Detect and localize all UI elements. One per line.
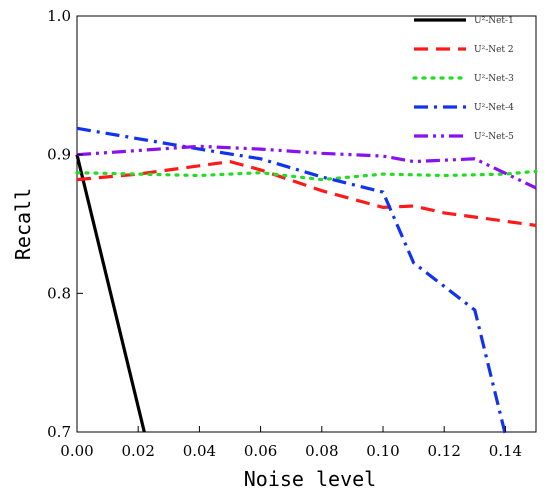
x-tick-label: 0.12 bbox=[427, 442, 460, 460]
plot-area bbox=[76, 15, 537, 433]
series-line-2 bbox=[76, 159, 537, 227]
series-line-1 bbox=[75, 154, 146, 433]
x-tick-label: 0.00 bbox=[60, 442, 93, 460]
x-tick-label: 0.04 bbox=[183, 442, 216, 460]
series-line-5 bbox=[76, 144, 537, 190]
legend-label-2: U²-Net 2 bbox=[474, 45, 514, 55]
y-tick-label: 0.8 bbox=[47, 284, 71, 302]
y-axis-title: Recall bbox=[11, 188, 35, 260]
legend-label-4: U²-Net-4 bbox=[474, 103, 514, 113]
x-tick-label: 0.08 bbox=[305, 442, 338, 460]
legend-label-1: U²-Net-1 bbox=[474, 16, 514, 26]
series-line-4 bbox=[76, 126, 507, 436]
x-axis-title: Noise level bbox=[244, 467, 376, 491]
legend-label-3: U²-Net-3 bbox=[474, 74, 514, 84]
x-tick-label: 0.10 bbox=[366, 442, 399, 460]
x-tick-label: 0.06 bbox=[244, 442, 277, 460]
series-layer bbox=[75, 126, 538, 436]
y-tick-label: 0.9 bbox=[47, 146, 71, 164]
legend: U²-Net-1 U²-Net 2 U²-Net-3 U²-Net-4 U²-Net-5 bbox=[412, 16, 514, 142]
x-tick-label: 0.14 bbox=[489, 442, 522, 460]
y-tick-label: 0.7 bbox=[47, 423, 71, 441]
y-tick-label: 1.0 bbox=[47, 7, 71, 25]
tick-layer: 0.00 0.02 0.04 0.06 0.08 0.10 0.12 0.14 0.7 0.8 0.… bbox=[47, 7, 522, 460]
x-tick-label: 0.02 bbox=[121, 442, 154, 460]
legend-label-5: U²-Net-5 bbox=[474, 132, 514, 142]
